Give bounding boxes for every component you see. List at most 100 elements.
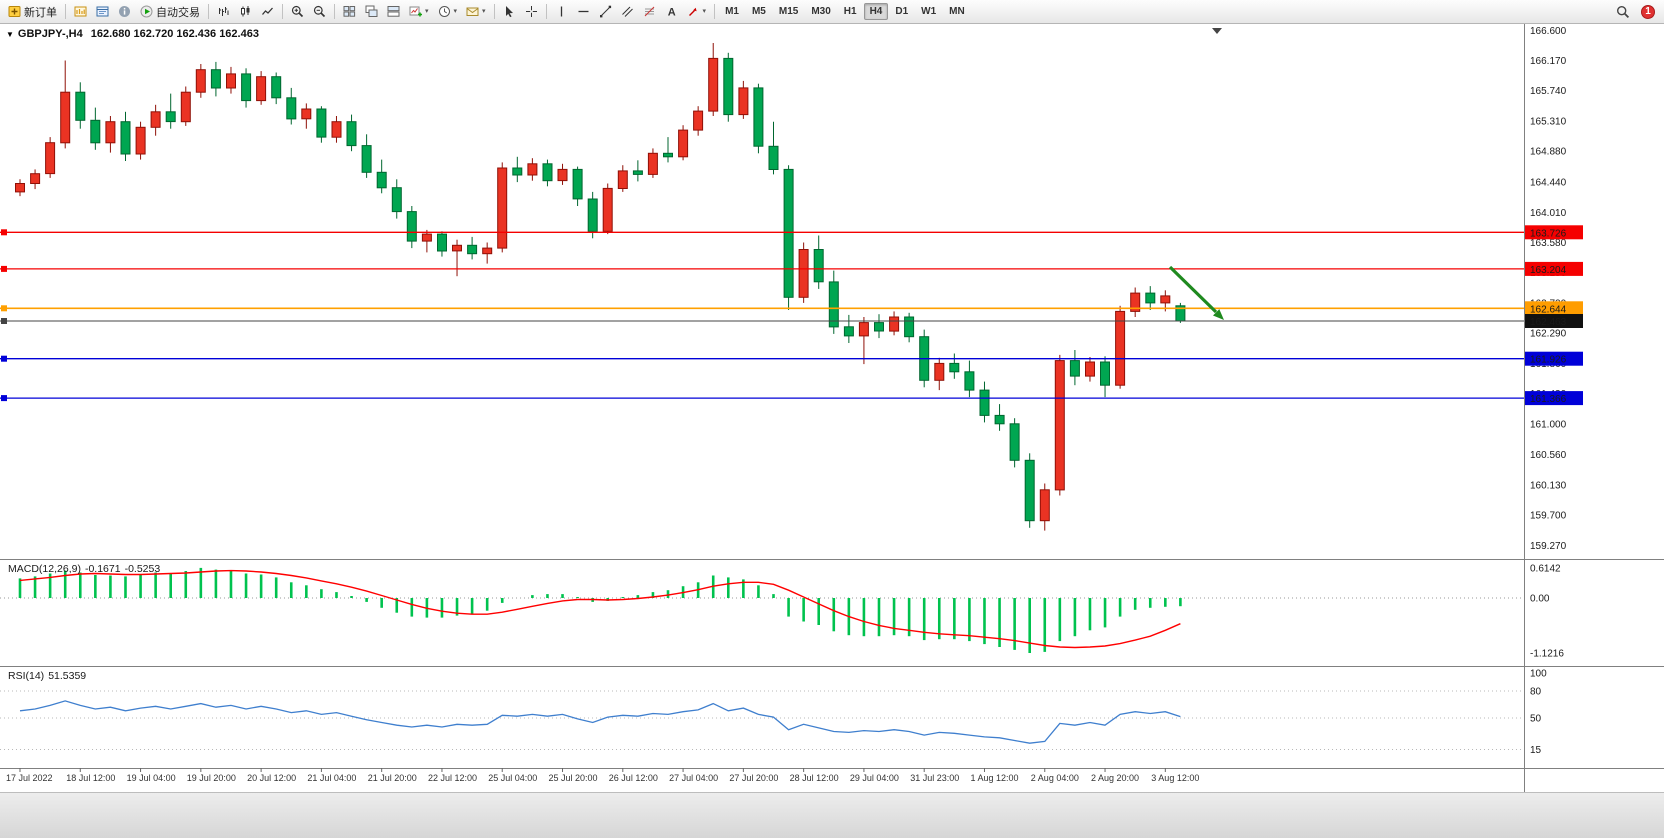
chart-svg[interactable]: 166.600 166.170 165.740 165.310 164.880 164.4… [0, 24, 1664, 792]
timeframe-button-M30[interactable]: M30 [811, 6, 831, 17]
timeframe-button-H1[interactable]: H1 [843, 6, 857, 17]
timeframe-button-D1[interactable]: D1 [895, 6, 909, 17]
timeframe-button-M5[interactable]: M5 [751, 6, 766, 17]
tile-windows-button[interactable] [339, 2, 360, 22]
svg-text:25 Jul 20:00: 25 Jul 20:00 [549, 773, 598, 783]
arrow-shape-icon [688, 7, 697, 16]
zoom-in-button[interactable] [287, 2, 308, 22]
tile-windows-icon [343, 6, 356, 17]
vertical-line-button[interactable] [551, 2, 572, 22]
svg-text:50: 50 [1530, 714, 1542, 725]
bar-chart-type-button[interactable] [213, 2, 234, 22]
timeframe-button-MN[interactable]: MN [949, 6, 965, 17]
svg-text:162.290: 162.290 [1530, 329, 1567, 340]
timeframe-button-M1[interactable]: M1 [725, 6, 739, 17]
market-watch-icon [96, 6, 109, 17]
svg-text:25 Jul 04:00: 25 Jul 04:00 [488, 773, 537, 783]
svg-text:166.170: 166.170 [1530, 56, 1567, 67]
toolbar-right-group: 1 [1612, 2, 1660, 22]
autotrading-label: 自动交易 [156, 6, 200, 19]
crosshair-icon [525, 6, 537, 17]
crosshair-button[interactable] [521, 2, 542, 22]
candlestick-series [15, 43, 1186, 531]
annotation-arrow[interactable] [1168, 265, 1224, 320]
price-line-handle[interactable] [1, 395, 7, 402]
data-window-button[interactable] [114, 2, 135, 22]
timeframe-toolbar: M1 M5 M15 M30 H1 H4 D1 W1 MN [719, 3, 971, 20]
svg-text:163.204: 163.204 [1530, 265, 1567, 276]
svg-text:28 Jul 12:00: 28 Jul 12:00 [790, 773, 839, 783]
arrange-windows-button[interactable] [383, 2, 404, 22]
svg-text:29 Jul 04:00: 29 Jul 04:00 [850, 773, 899, 783]
mailbox-button[interactable]: ▾ [462, 2, 490, 22]
status-bar [0, 792, 1664, 838]
price-line-handle[interactable] [1, 305, 7, 312]
dropdown-caret-icon: ▾ [702, 8, 707, 15]
text-label-button[interactable]: A [661, 2, 682, 22]
vertical-line-icon [560, 6, 562, 17]
price-lines[interactable] [0, 229, 1524, 402]
new-order-label: 新订单 [24, 6, 57, 19]
svg-text:0.00: 0.00 [1530, 594, 1550, 605]
svg-text:160.130: 160.130 [1530, 480, 1567, 491]
timeframe-button-H4[interactable]: H4 [863, 3, 889, 20]
channel-button[interactable] [617, 2, 638, 22]
new-chart-button[interactable]: ▾ [405, 2, 433, 22]
autotrading-icon [140, 5, 153, 18]
time-axis[interactable]: 17 Jul 2022 18 Jul 12:00 19 Jul 04:00 19 Ju… [6, 768, 1199, 783]
svg-text:0.6142: 0.6142 [1530, 563, 1561, 574]
new-order-button[interactable]: 新订单 [4, 2, 61, 22]
rsi-panel [0, 690, 1524, 750]
autotrading-button[interactable]: 自动交易 [136, 2, 204, 22]
candlestick-type-button[interactable] [235, 2, 256, 22]
svg-text:165.310: 165.310 [1530, 117, 1567, 128]
svg-text:164.010: 164.010 [1530, 208, 1567, 219]
notification-badge[interactable]: 1 [1641, 4, 1655, 19]
dropdown-caret-icon: ▾ [425, 8, 429, 15]
trendline-button[interactable] [595, 2, 616, 22]
price-line-handle[interactable] [1, 318, 7, 324]
timeframe-button-W1[interactable]: W1 [921, 6, 937, 17]
profiles-button[interactable]: ▾ [434, 2, 462, 22]
svg-text:164.440: 164.440 [1530, 178, 1567, 189]
svg-text:18 Jul 12:00: 18 Jul 12:00 [66, 773, 115, 783]
svg-text:26 Jul 12:00: 26 Jul 12:00 [609, 773, 658, 783]
cursor-button[interactable] [499, 2, 520, 22]
svg-text:21 Jul 20:00: 21 Jul 20:00 [368, 773, 417, 783]
svg-text:17 Jul 2022: 17 Jul 2022 [6, 773, 53, 783]
svg-text:-1.1216: -1.1216 [1530, 649, 1564, 660]
bar-chart-icon [219, 7, 229, 16]
zoom-out-button[interactable] [309, 2, 330, 22]
svg-text:159.700: 159.700 [1530, 511, 1567, 522]
chart-menu-icon[interactable]: ▼ [6, 30, 14, 39]
cascade-windows-button[interactable] [361, 2, 382, 22]
toolbar-separator [65, 4, 66, 19]
zoom-in-icon [291, 5, 304, 18]
price-line-handle[interactable] [1, 265, 7, 272]
svg-text:166.600: 166.600 [1530, 26, 1567, 37]
arrows-tool-button[interactable]: ▾ [683, 2, 711, 22]
horizontal-line-icon [578, 10, 589, 13]
horizontal-line-button[interactable] [573, 2, 594, 22]
toolbar-separator [545, 4, 547, 19]
candlestick-icon [241, 6, 250, 17]
chart-shift-marker [1212, 28, 1222, 34]
line-chart-type-button[interactable] [257, 2, 278, 22]
search-button[interactable] [1612, 2, 1634, 22]
market-watch-button[interactable] [92, 2, 113, 22]
chart-window-button[interactable] [70, 2, 91, 22]
svg-text:161.000: 161.000 [1530, 419, 1567, 430]
svg-text:22 Jul 12:00: 22 Jul 12:00 [428, 773, 477, 783]
dropdown-caret-icon: ▾ [482, 8, 486, 15]
arrange-windows-icon [387, 6, 400, 17]
timeframe-button-M15[interactable]: M15 [778, 6, 799, 17]
toolbar: 新订单 自动交易 ▾ ▾ [0, 0, 1664, 24]
toolbar-separator [493, 4, 495, 19]
fibonacci-button[interactable] [639, 2, 660, 22]
cursor-icon [505, 6, 513, 18]
svg-text:1 Aug 12:00: 1 Aug 12:00 [971, 773, 1019, 783]
price-line-handle[interactable] [1, 229, 7, 236]
price-line-badges: 163.726 163.204 162.644 162.463 161.926 161.3… [1525, 225, 1583, 406]
price-line-handle[interactable] [1, 355, 7, 362]
chart-canvas[interactable]: 166.600 166.170 165.740 165.310 164.880 164.4… [0, 24, 1664, 792]
